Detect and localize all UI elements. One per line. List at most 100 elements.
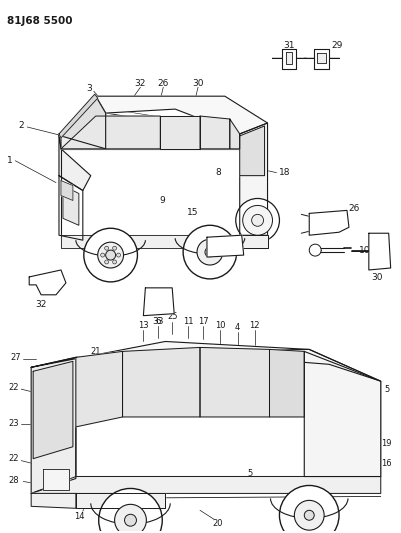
Polygon shape — [29, 270, 66, 295]
Polygon shape — [63, 185, 79, 225]
Polygon shape — [160, 116, 200, 149]
Text: 27: 27 — [10, 353, 20, 362]
Polygon shape — [207, 235, 244, 257]
Circle shape — [98, 242, 124, 268]
Polygon shape — [317, 53, 326, 63]
Polygon shape — [240, 126, 265, 176]
Polygon shape — [123, 348, 200, 417]
Circle shape — [183, 225, 237, 279]
Circle shape — [113, 260, 117, 264]
Text: 28: 28 — [8, 476, 18, 485]
Circle shape — [304, 510, 314, 520]
Text: 1: 1 — [6, 156, 12, 165]
Circle shape — [279, 486, 339, 533]
Text: 23: 23 — [8, 419, 18, 429]
Polygon shape — [43, 469, 69, 490]
Text: 31: 31 — [284, 41, 295, 50]
Text: 16: 16 — [381, 459, 392, 468]
Circle shape — [105, 246, 109, 250]
Polygon shape — [76, 350, 381, 477]
Polygon shape — [76, 494, 165, 508]
Circle shape — [105, 250, 115, 260]
Text: 5: 5 — [247, 469, 252, 478]
Text: 17: 17 — [198, 317, 208, 326]
Polygon shape — [61, 116, 160, 149]
Polygon shape — [61, 181, 73, 200]
Polygon shape — [269, 350, 304, 417]
Polygon shape — [282, 49, 296, 69]
Text: 26: 26 — [158, 79, 169, 88]
Polygon shape — [61, 96, 105, 149]
Circle shape — [309, 244, 321, 256]
Text: 19: 19 — [381, 439, 392, 448]
Circle shape — [294, 500, 324, 530]
Circle shape — [99, 488, 162, 533]
Polygon shape — [61, 96, 105, 149]
Text: 26: 26 — [348, 204, 360, 213]
Polygon shape — [369, 233, 391, 270]
Polygon shape — [200, 348, 269, 417]
Text: 18: 18 — [279, 168, 290, 177]
Circle shape — [236, 198, 279, 242]
Polygon shape — [240, 235, 267, 248]
Polygon shape — [309, 211, 349, 235]
Polygon shape — [61, 149, 265, 240]
Text: 30: 30 — [192, 79, 204, 88]
Circle shape — [84, 228, 138, 282]
Polygon shape — [31, 342, 381, 381]
Polygon shape — [76, 351, 123, 427]
Text: 6: 6 — [156, 317, 161, 326]
Text: —: — — [284, 53, 295, 63]
Polygon shape — [314, 49, 329, 69]
Circle shape — [101, 253, 105, 257]
Circle shape — [117, 253, 121, 257]
Text: 13: 13 — [138, 321, 149, 330]
Circle shape — [125, 514, 136, 526]
Text: 11: 11 — [216, 259, 228, 268]
Text: 29: 29 — [331, 41, 343, 50]
Polygon shape — [61, 235, 265, 248]
Text: 81J68 5500: 81J68 5500 — [7, 16, 73, 26]
Polygon shape — [286, 52, 292, 64]
Text: 22: 22 — [8, 383, 18, 392]
Circle shape — [113, 246, 117, 250]
Text: 10: 10 — [359, 246, 371, 255]
Text: 12: 12 — [249, 321, 260, 330]
Polygon shape — [31, 494, 76, 508]
Text: 33: 33 — [85, 130, 97, 139]
Polygon shape — [59, 176, 83, 240]
Polygon shape — [240, 123, 267, 235]
Circle shape — [205, 247, 215, 257]
Circle shape — [115, 504, 146, 533]
Text: 2: 2 — [18, 122, 24, 131]
Text: 10: 10 — [215, 321, 225, 330]
Polygon shape — [200, 116, 230, 149]
Polygon shape — [304, 351, 381, 477]
Text: 5: 5 — [384, 385, 389, 394]
Polygon shape — [31, 477, 381, 494]
Text: 15: 15 — [187, 208, 199, 217]
Circle shape — [252, 214, 263, 227]
Polygon shape — [230, 119, 240, 149]
Text: 8: 8 — [215, 168, 221, 177]
Circle shape — [197, 239, 223, 265]
Text: 20: 20 — [213, 519, 223, 528]
Text: 24: 24 — [344, 430, 354, 438]
Text: 21: 21 — [91, 347, 101, 356]
Text: 22: 22 — [8, 454, 18, 463]
Circle shape — [105, 260, 109, 264]
Text: 3: 3 — [166, 479, 171, 488]
Text: 7: 7 — [110, 516, 115, 524]
Polygon shape — [59, 94, 98, 138]
Polygon shape — [59, 134, 91, 190]
Text: 4: 4 — [235, 323, 240, 332]
Polygon shape — [96, 96, 267, 134]
Circle shape — [243, 205, 273, 235]
Polygon shape — [31, 357, 76, 494]
Text: 9: 9 — [159, 196, 165, 205]
Text: 32: 32 — [35, 300, 47, 309]
Polygon shape — [144, 288, 174, 316]
Text: 25: 25 — [167, 312, 178, 321]
Text: 32: 32 — [135, 79, 146, 88]
Text: 11: 11 — [183, 317, 193, 326]
